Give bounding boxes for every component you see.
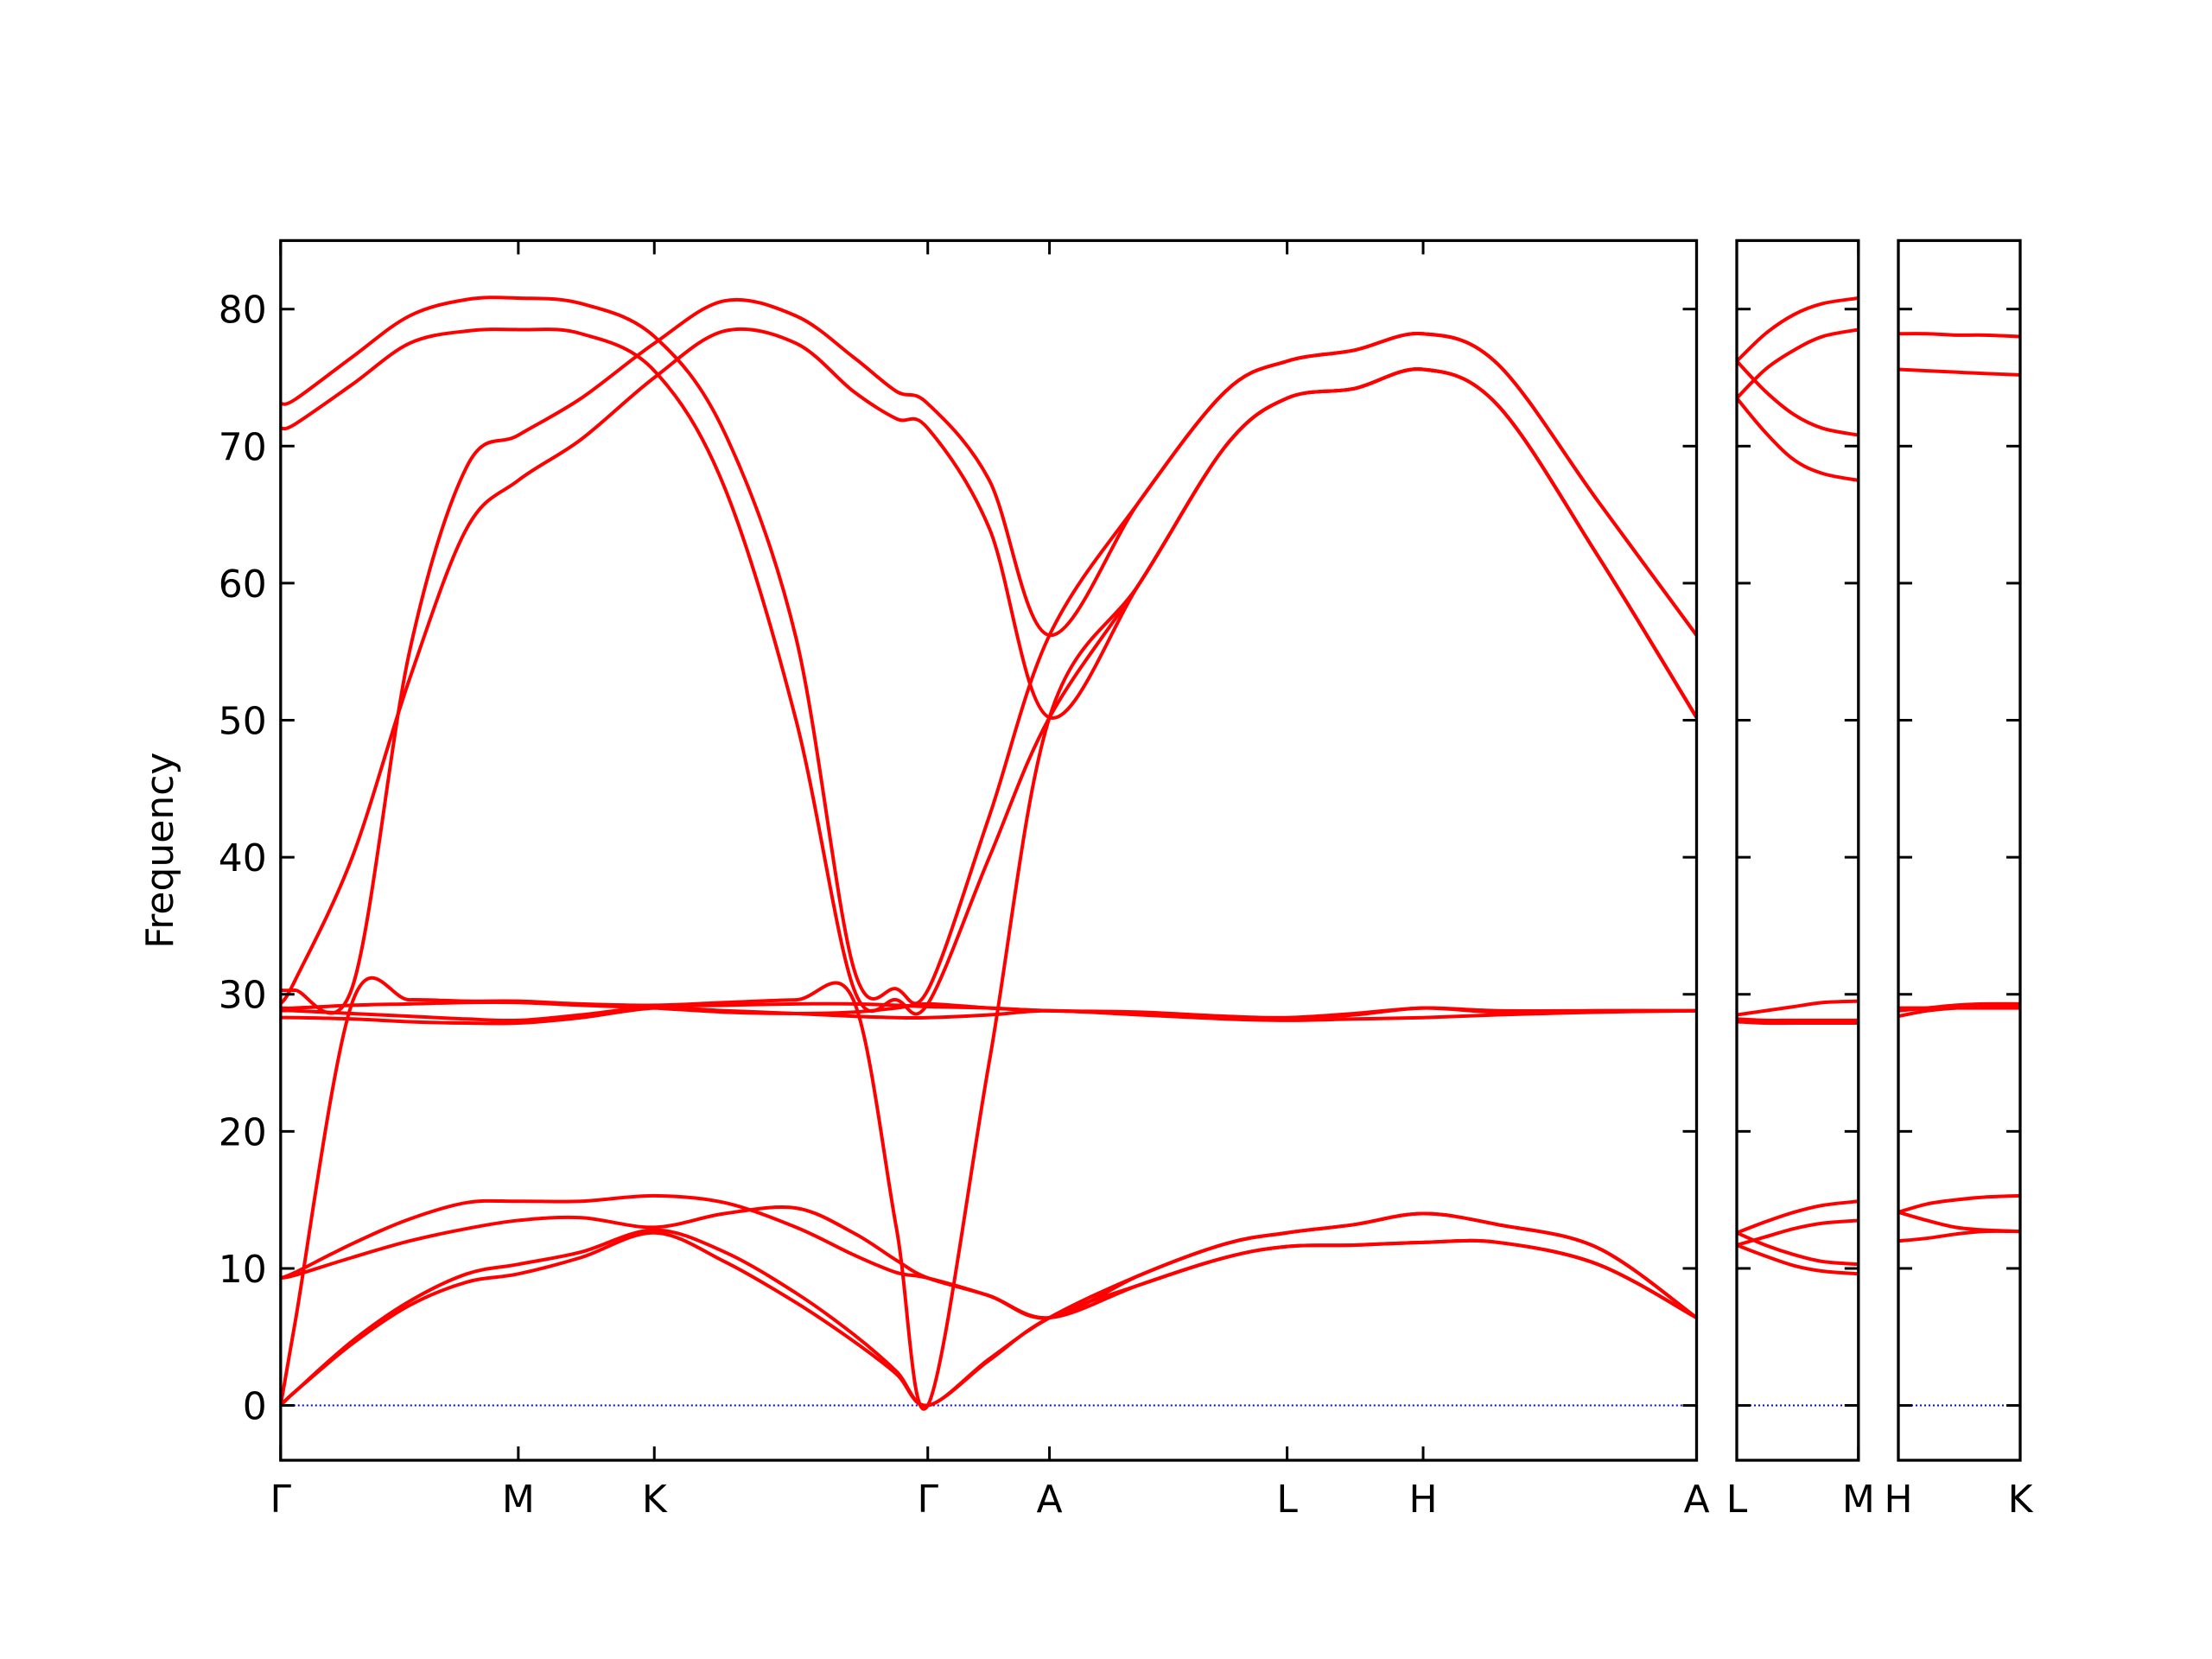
y-tick-label: 50 xyxy=(219,700,267,744)
x-tick-label: Γ xyxy=(917,1478,938,1522)
band-line xyxy=(1898,1229,2020,1243)
plot-frame xyxy=(1897,238,2022,1462)
x-tick-label: A xyxy=(1037,1478,1063,1522)
band-line xyxy=(1898,1001,2020,1013)
y-tick-label: 20 xyxy=(219,1110,267,1154)
x-tick-label: H xyxy=(1884,1478,1912,1522)
band-line xyxy=(1737,1243,1859,1276)
band-line xyxy=(280,1193,1697,1320)
band-line xyxy=(1737,327,1859,400)
x-tick-label: Γ xyxy=(270,1478,292,1522)
x-tick-label: K xyxy=(642,1478,668,1522)
plot-frame xyxy=(279,238,1699,1462)
band-line xyxy=(1898,367,2020,377)
x-tick-label: H xyxy=(1408,1478,1437,1522)
band-line xyxy=(280,367,1697,1411)
band-line xyxy=(1737,359,1859,437)
band-line xyxy=(1737,1020,1859,1026)
x-tick-label: L xyxy=(1726,1478,1748,1522)
band-line xyxy=(280,1000,1697,1021)
y-axis-label: Frequency xyxy=(138,753,182,949)
band-line xyxy=(1737,397,1859,482)
band-line xyxy=(1737,296,1859,363)
x-tick-label: K xyxy=(2008,1478,2034,1522)
y-tick-label: 60 xyxy=(219,563,267,607)
y-tick-label: 0 xyxy=(243,1385,267,1429)
band-line xyxy=(280,296,1697,1006)
band-line xyxy=(1737,1199,1859,1235)
band-line xyxy=(1898,332,2020,339)
x-tick-label: A xyxy=(1683,1478,1709,1522)
y-tick-label: 10 xyxy=(219,1248,267,1292)
y-tick-label: 40 xyxy=(219,836,267,880)
band-line xyxy=(1898,1193,2020,1214)
band-line xyxy=(280,1205,1697,1320)
band-line xyxy=(280,1006,1697,1026)
x-tick-label: M xyxy=(502,1478,535,1522)
x-tick-label: L xyxy=(1276,1478,1298,1522)
band-line xyxy=(1737,1017,1859,1022)
x-tick-label: M xyxy=(1842,1478,1875,1522)
y-tick-label: 70 xyxy=(219,425,267,469)
band-line xyxy=(1737,999,1859,1017)
plot-frame xyxy=(1735,238,1860,1462)
band-line xyxy=(1737,1230,1859,1267)
y-tick-label: 80 xyxy=(219,289,267,333)
y-tick-label: 30 xyxy=(219,974,267,1018)
